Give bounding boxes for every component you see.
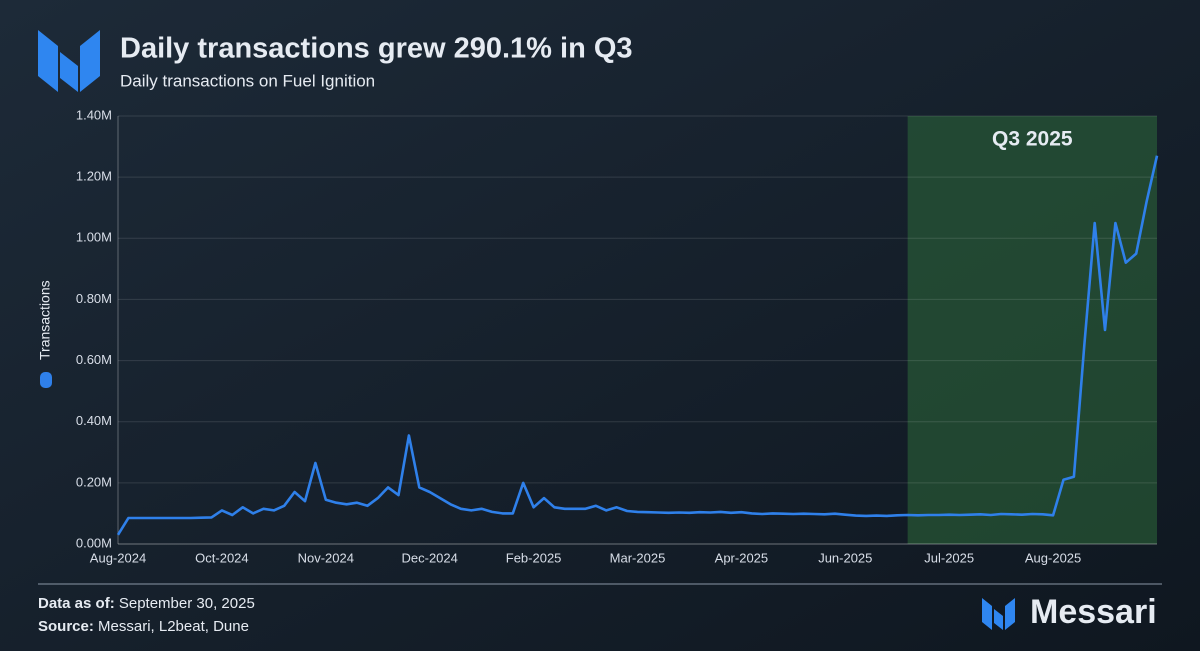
highlight-region xyxy=(907,116,1157,544)
legend-marker xyxy=(40,372,52,388)
y-tick-label: 1.40M xyxy=(76,107,112,122)
footer-date: Data as of: September 30, 2025 xyxy=(38,595,255,612)
footer-date-label: Data as of: xyxy=(38,595,115,612)
x-tick-label: Apr-2025 xyxy=(715,550,768,565)
footer-source-label: Source: xyxy=(38,618,94,635)
brand-logo xyxy=(982,598,1015,630)
y-tick-label: 0.80M xyxy=(76,291,112,306)
x-tick-label: Jul-2025 xyxy=(924,550,974,565)
logo xyxy=(38,30,100,92)
y-tick-label: 0.00M xyxy=(76,535,112,550)
x-tick-label: Jun-2025 xyxy=(818,550,872,565)
highlight-label: Q3 2025 xyxy=(992,128,1073,151)
chart-title: Daily transactions grew 290.1% in Q3 xyxy=(120,33,633,65)
chart-subtitle: Daily transactions on Fuel Ignition xyxy=(120,71,375,90)
x-tick-label: Oct-2024 xyxy=(195,550,248,565)
x-tick-label: Dec-2024 xyxy=(402,550,458,565)
y-tick-label: 0.20M xyxy=(76,474,112,489)
y-tick-label: 1.20M xyxy=(76,169,112,184)
x-tick-label: Aug-2024 xyxy=(90,550,146,565)
y-tick-label: 0.60M xyxy=(76,352,112,367)
footer-source-value: Messari, L2beat, Dune xyxy=(98,618,249,635)
y-tick-label: 0.40M xyxy=(76,413,112,428)
y-axis-label: Transactions xyxy=(37,280,53,360)
x-tick-label: Aug-2025 xyxy=(1025,550,1081,565)
brand-name: Messari xyxy=(1030,593,1157,631)
x-tick-label: Mar-2025 xyxy=(610,550,666,565)
x-tick-label: Feb-2025 xyxy=(506,550,562,565)
x-tick-label: Nov-2024 xyxy=(298,550,354,565)
data-line xyxy=(116,155,1159,536)
footer-date-value: September 30, 2025 xyxy=(119,595,255,612)
y-tick-label: 1.00M xyxy=(76,230,112,245)
footer-source: Source: Messari, L2beat, Dune xyxy=(38,618,249,635)
